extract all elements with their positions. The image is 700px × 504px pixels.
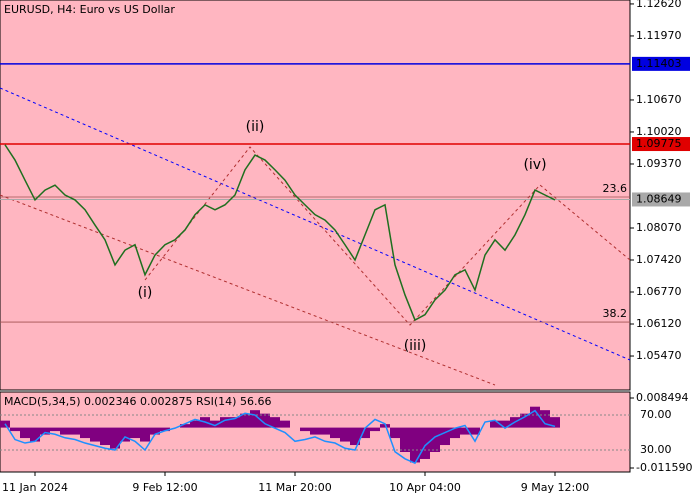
y-tick-label: 0.008494 [636,391,689,404]
price-panel [0,0,631,391]
macd-bar [190,420,200,428]
macd-bar [100,427,110,446]
macd-bar [90,427,100,442]
macd-bar [80,427,90,439]
macd-bar [40,427,50,435]
price-line [4,144,556,322]
macd-bar [400,427,410,453]
macd-bar [460,427,470,435]
level-box [632,137,690,152]
macd-bar [440,427,450,446]
y-tick-label: 1.10670 [636,93,682,106]
macd-bar [230,417,240,428]
y-tick-label: 1.10020 [636,125,682,138]
macd-bar [20,427,30,439]
trend-channel [0,87,631,361]
macd-bar [530,406,540,428]
macd-bar [340,427,350,442]
y-tick-label: 1.11970 [636,29,682,42]
macd-bar [350,427,360,446]
macd-bar [180,424,190,428]
macd-bar [70,427,80,435]
y-tick-label: 1.06120 [636,317,682,330]
macd-bar [130,427,140,439]
level-box [632,56,690,71]
macd-bar [360,427,370,439]
macd-bar [140,427,150,442]
macd-bar [390,427,400,439]
y-tick-label: 1.12620 [636,0,682,10]
chart-title: EURUSD, H4: Euro vs US Dollar [4,3,175,16]
macd-bar [420,427,430,459]
macd-bar [540,410,550,428]
macd-bar [280,420,290,428]
y-tick-label: 1.08070 [636,221,682,234]
y-tick-label: -0.011590 [636,461,692,474]
indicator-title: MACD(5,34,5) 0.002346 0.002875 RSI(14) 5… [4,395,271,408]
wave-path [144,146,631,326]
macd-bar [310,427,320,435]
fib-label: 23.6 [603,182,628,195]
macd-bar [60,427,70,435]
x-tick-label: 10 Apr 04:00 [389,481,461,494]
level-box [632,192,690,207]
macd-bar [330,427,340,439]
y-tick-label: 1.09370 [636,157,682,170]
y-tick-label: 70.00 [640,408,672,421]
macd-bar [410,427,420,463]
macd-bar [240,413,250,428]
macd-bar [210,420,220,428]
macd-bar [320,427,330,435]
macd-bar [160,427,170,432]
y-tick-label: 30.00 [640,443,672,456]
wave-label: (iv) [523,157,546,173]
rsi-line [4,409,556,465]
x-tick-label: 11 Jan 2024 [2,481,68,494]
macd-bar [10,427,20,432]
macd-bar [470,427,480,435]
macd-bar [490,420,500,428]
wave-label: (ii) [246,119,265,135]
macd-bar [110,427,120,449]
macd-bar [430,427,440,453]
macd-bar [370,427,380,432]
macd-bar [50,427,60,432]
macd-bar [450,427,460,439]
level-label: 1.11403 [636,57,682,70]
x-tick-label: 11 Mar 20:00 [258,481,331,494]
macd-bar [300,427,310,432]
trend-channel [0,194,496,386]
macd-bar [220,417,230,428]
y-tick-label: 1.07420 [636,253,682,266]
wave-label: (iii) [404,338,427,354]
macd-bar [500,420,510,428]
y-tick-label: 1.05470 [636,349,682,362]
x-tick-label: 9 May 12:00 [521,481,589,494]
macd-bar [120,427,130,442]
wave-label: (i) [138,285,153,301]
macd-bar [250,410,260,428]
level-label: 1.08649 [636,192,682,205]
macd-bar [260,413,270,428]
macd-bar [30,427,40,442]
macd-bar [520,413,530,428]
level-label: 1.09775 [636,137,682,150]
macd-bar [270,417,280,428]
x-tick-label: 9 Feb 12:00 [132,481,197,494]
y-tick-label: 1.06770 [636,285,682,298]
fib-label: 38.2 [603,307,628,320]
macd-bar [550,417,560,428]
macd-bar [150,427,160,435]
